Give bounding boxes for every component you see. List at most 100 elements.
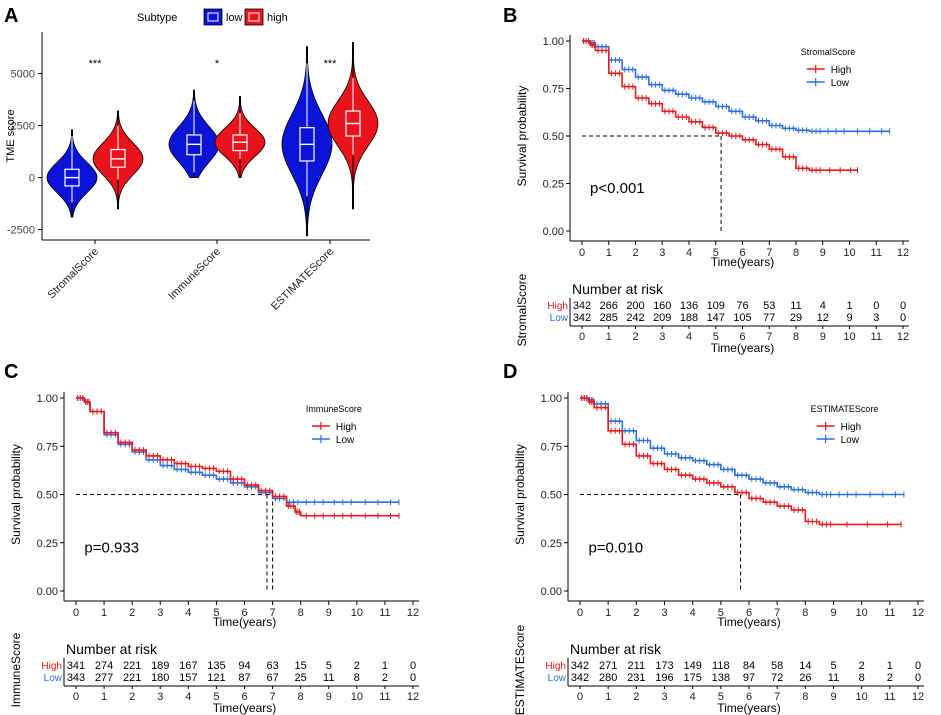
risk-count: 221 bbox=[123, 660, 141, 672]
risk-count: 15 bbox=[295, 660, 307, 672]
x-tick-label: 7 bbox=[766, 247, 772, 259]
y-tick-label: 0.75 bbox=[543, 84, 564, 96]
risk-count: 109 bbox=[707, 300, 725, 312]
y-tick-label: -2500 bbox=[7, 225, 35, 237]
risk-x-tick-label: 4 bbox=[690, 691, 696, 703]
x-tick-label: 5 bbox=[213, 607, 219, 619]
panel-letter-a: A bbox=[4, 5, 18, 27]
risk-x-tick-label: 12 bbox=[912, 691, 924, 703]
x-tick-label: 6 bbox=[241, 607, 247, 619]
risk-count: 58 bbox=[771, 660, 783, 672]
risk-count: 242 bbox=[626, 312, 644, 324]
x-tick-label: 2 bbox=[633, 607, 639, 619]
x-tick-label: 7 bbox=[774, 607, 780, 619]
x-tick-label: 2 bbox=[129, 607, 135, 619]
risk-x-tick-label: 12 bbox=[407, 691, 419, 703]
risk-count: 87 bbox=[238, 672, 250, 684]
risk-x-tick-label: 8 bbox=[793, 331, 799, 343]
risk-x-tick-label: 3 bbox=[659, 331, 665, 343]
risk-x-tick-label: 5 bbox=[718, 691, 724, 703]
survival-curve-high bbox=[582, 40, 858, 171]
x-tick-label-ESTIMATEScore: ESTIMATEScore bbox=[269, 246, 336, 313]
x-tick-label: 12 bbox=[407, 607, 419, 619]
panel-b: B1.000.750.500.250.000 1 2 3 4 5 6 7 8 9 10 11 12Tim… bbox=[503, 5, 909, 355]
x-tick-label: 6 bbox=[746, 607, 752, 619]
risk-count: 26 bbox=[799, 672, 811, 684]
risk-count: 118 bbox=[712, 660, 730, 672]
x-tick-label: 10 bbox=[351, 607, 363, 619]
risk-count: 67 bbox=[266, 672, 278, 684]
legend-title: Subtype bbox=[137, 12, 177, 24]
risk-x-tick-label: 9 bbox=[326, 691, 332, 703]
risk-count: 0 bbox=[915, 672, 921, 684]
risk-row-label-high: High bbox=[545, 661, 566, 672]
y-tick-label: 1.00 bbox=[541, 393, 562, 405]
risk-x-tick-label: 6 bbox=[241, 691, 247, 703]
risk-x-axis-label: Time(years) bbox=[213, 701, 277, 715]
risk-count: 189 bbox=[151, 660, 169, 672]
x-axis-label: Time(years) bbox=[711, 255, 775, 269]
risk-x-tick-label: 10 bbox=[843, 331, 855, 343]
risk-x-tick-label: 10 bbox=[351, 691, 363, 703]
risk-count: 0 bbox=[873, 300, 879, 312]
x-tick-label: 5 bbox=[718, 607, 724, 619]
y-tick-label: 0.75 bbox=[37, 441, 58, 453]
risk-x-tick-label: 1 bbox=[605, 691, 611, 703]
risk-count: 0 bbox=[900, 300, 906, 312]
x-tick-label: 10 bbox=[843, 247, 855, 259]
x-tick-label: 0 bbox=[577, 607, 583, 619]
risk-count: 72 bbox=[771, 672, 783, 684]
risk-y-label: StromalScore bbox=[515, 273, 529, 346]
risk-x-tick-label: 2 bbox=[633, 691, 639, 703]
risk-x-axis-label: Time(years) bbox=[717, 701, 781, 715]
risk-count: 29 bbox=[790, 312, 802, 324]
risk-count: 285 bbox=[600, 312, 618, 324]
risk-count: 188 bbox=[680, 312, 698, 324]
risk-x-tick-label: 0 bbox=[73, 691, 79, 703]
y-axis-label: TME score bbox=[5, 109, 17, 162]
risk-count: 342 bbox=[571, 660, 589, 672]
risk-count: 135 bbox=[207, 660, 225, 672]
y-tick-label: 5000 bbox=[11, 69, 35, 81]
risk-x-tick-label: 3 bbox=[661, 691, 667, 703]
risk-count: 25 bbox=[295, 672, 307, 684]
legend-label-low: Low bbox=[336, 435, 355, 446]
survival-curve-high bbox=[76, 397, 399, 517]
risk-count: 8 bbox=[859, 672, 865, 684]
risk-count: 274 bbox=[95, 660, 113, 672]
risk-y-label: ImmuneScore bbox=[9, 632, 23, 707]
x-tick-label: 5 bbox=[713, 247, 719, 259]
x-tick-label: 9 bbox=[326, 607, 332, 619]
legend-box-high bbox=[248, 12, 260, 22]
x-tick-label: 3 bbox=[157, 607, 163, 619]
risk-count: 1 bbox=[846, 300, 852, 312]
risk-count: 0 bbox=[900, 312, 906, 324]
y-tick-label: 0 bbox=[29, 173, 35, 185]
x-tick-label: 3 bbox=[659, 247, 665, 259]
legend-swatch-high bbox=[244, 8, 264, 26]
risk-x-tick-label: 2 bbox=[129, 691, 135, 703]
risk-title: Number at risk bbox=[570, 641, 662, 657]
panel-d: D1.000.750.500.250.000 1 2 3 4 5 6 7 8 9 10 11 12Tim… bbox=[503, 361, 924, 715]
risk-count: 9 bbox=[846, 312, 852, 324]
risk-count: 138 bbox=[712, 672, 730, 684]
risk-title: Number at risk bbox=[66, 641, 158, 657]
risk-x-tick-label: 7 bbox=[766, 331, 772, 343]
risk-x-axis-label: Time(years) bbox=[711, 341, 775, 355]
legend-box-low bbox=[207, 12, 219, 22]
risk-count: 200 bbox=[626, 300, 644, 312]
panel-c: C1.000.750.500.250.000 1 2 3 4 5 6 7 8 9 10 11 12Tim… bbox=[4, 361, 419, 715]
risk-count: 167 bbox=[179, 660, 197, 672]
risk-count: 4 bbox=[820, 300, 826, 312]
y-tick-label: 0.50 bbox=[541, 490, 562, 502]
survival-curve-high bbox=[580, 397, 902, 526]
risk-x-tick-label: 4 bbox=[185, 691, 191, 703]
p-value: p=0.933 bbox=[84, 539, 139, 556]
risk-count: 175 bbox=[683, 672, 701, 684]
risk-x-tick-label: 12 bbox=[897, 331, 909, 343]
y-tick-label: 0.75 bbox=[541, 441, 562, 453]
risk-x-tick-label: 2 bbox=[632, 331, 638, 343]
risk-count: 173 bbox=[655, 660, 673, 672]
risk-count: 196 bbox=[655, 672, 673, 684]
risk-count: 5 bbox=[326, 660, 332, 672]
